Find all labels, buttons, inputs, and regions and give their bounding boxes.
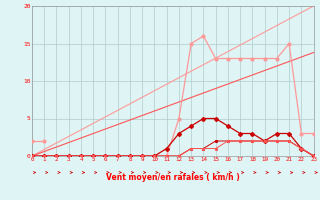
X-axis label: Vent moyen/en rafales ( km/h ): Vent moyen/en rafales ( km/h ) [106, 174, 240, 182]
